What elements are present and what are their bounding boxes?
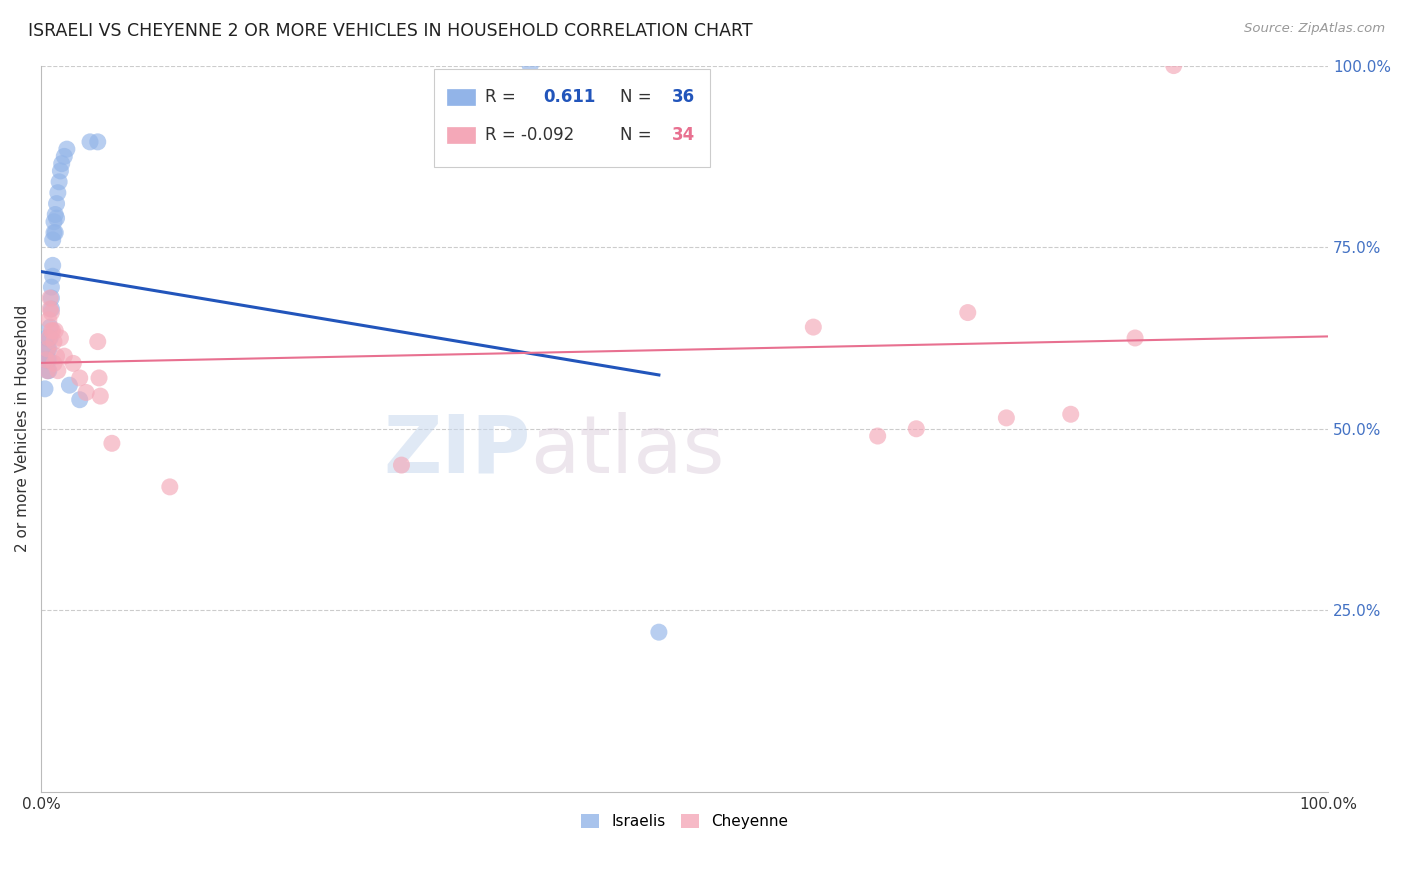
Point — [38, 352, 60, 367]
Point — [51, 156, 73, 170]
Point — [89, 389, 111, 403]
FancyBboxPatch shape — [447, 127, 475, 143]
Point — [45, 349, 67, 363]
Point — [41, 258, 63, 272]
Point — [38, 331, 60, 345]
Point — [391, 458, 413, 472]
Point — [39, 320, 62, 334]
Point — [87, 371, 110, 385]
Point — [75, 385, 97, 400]
Legend: Israelis, Cheyenne: Israelis, Cheyenne — [575, 808, 794, 835]
Point — [41, 324, 63, 338]
Point — [87, 334, 110, 349]
Point — [801, 320, 824, 334]
Point — [69, 371, 91, 385]
Text: atlas: atlas — [530, 411, 724, 490]
Point — [46, 364, 69, 378]
Point — [41, 301, 63, 316]
Point — [34, 352, 56, 367]
Point — [37, 342, 59, 356]
Point — [46, 186, 69, 200]
Point — [41, 269, 63, 284]
Point — [35, 331, 58, 345]
Point — [35, 352, 58, 367]
Point — [49, 164, 72, 178]
Point — [41, 280, 63, 294]
Text: R =: R = — [485, 87, 516, 106]
Point — [1060, 407, 1083, 421]
Point — [995, 410, 1018, 425]
Text: 34: 34 — [672, 126, 695, 144]
Point — [44, 324, 66, 338]
Point — [37, 342, 59, 356]
Text: Source: ZipAtlas.com: Source: ZipAtlas.com — [1244, 22, 1385, 36]
Text: 0.611: 0.611 — [543, 87, 595, 106]
Point — [41, 305, 63, 319]
Point — [39, 331, 62, 345]
Point — [53, 149, 76, 163]
Point — [866, 429, 889, 443]
Point — [56, 142, 79, 156]
Point — [34, 382, 56, 396]
Point — [42, 215, 65, 229]
Point — [648, 625, 671, 640]
Point — [62, 356, 84, 370]
Point — [41, 324, 63, 338]
Point — [41, 291, 63, 305]
Point — [37, 352, 59, 367]
Point — [37, 364, 59, 378]
Point — [48, 175, 70, 189]
Point — [42, 356, 65, 370]
Text: ISRAELI VS CHEYENNE 2 OR MORE VEHICLES IN HOUSEHOLD CORRELATION CHART: ISRAELI VS CHEYENNE 2 OR MORE VEHICLES I… — [28, 22, 752, 40]
Point — [87, 135, 110, 149]
Point — [905, 422, 928, 436]
Point — [58, 378, 80, 392]
Point — [35, 352, 58, 367]
Point — [956, 305, 979, 319]
Text: ZIP: ZIP — [382, 411, 530, 490]
Point — [42, 226, 65, 240]
Point — [39, 301, 62, 316]
Point — [37, 364, 59, 378]
Point — [53, 349, 76, 363]
Point — [44, 226, 66, 240]
Point — [79, 135, 101, 149]
Text: 36: 36 — [672, 87, 695, 106]
FancyBboxPatch shape — [447, 89, 475, 105]
Point — [41, 233, 63, 247]
Point — [44, 207, 66, 221]
Point — [519, 59, 541, 73]
Point — [101, 436, 124, 450]
FancyBboxPatch shape — [433, 70, 710, 168]
Point — [1123, 331, 1146, 345]
Point — [38, 364, 60, 378]
Text: N =: N = — [620, 87, 652, 106]
Point — [159, 480, 181, 494]
Point — [38, 342, 60, 356]
Point — [1163, 59, 1185, 73]
Point — [45, 211, 67, 226]
Point — [42, 334, 65, 349]
Point — [69, 392, 91, 407]
Text: N =: N = — [620, 126, 652, 144]
Text: R = -0.092: R = -0.092 — [485, 126, 575, 144]
Point — [39, 291, 62, 305]
Point — [38, 313, 60, 327]
Point — [45, 196, 67, 211]
Y-axis label: 2 or more Vehicles in Household: 2 or more Vehicles in Household — [15, 305, 30, 552]
Point — [49, 331, 72, 345]
